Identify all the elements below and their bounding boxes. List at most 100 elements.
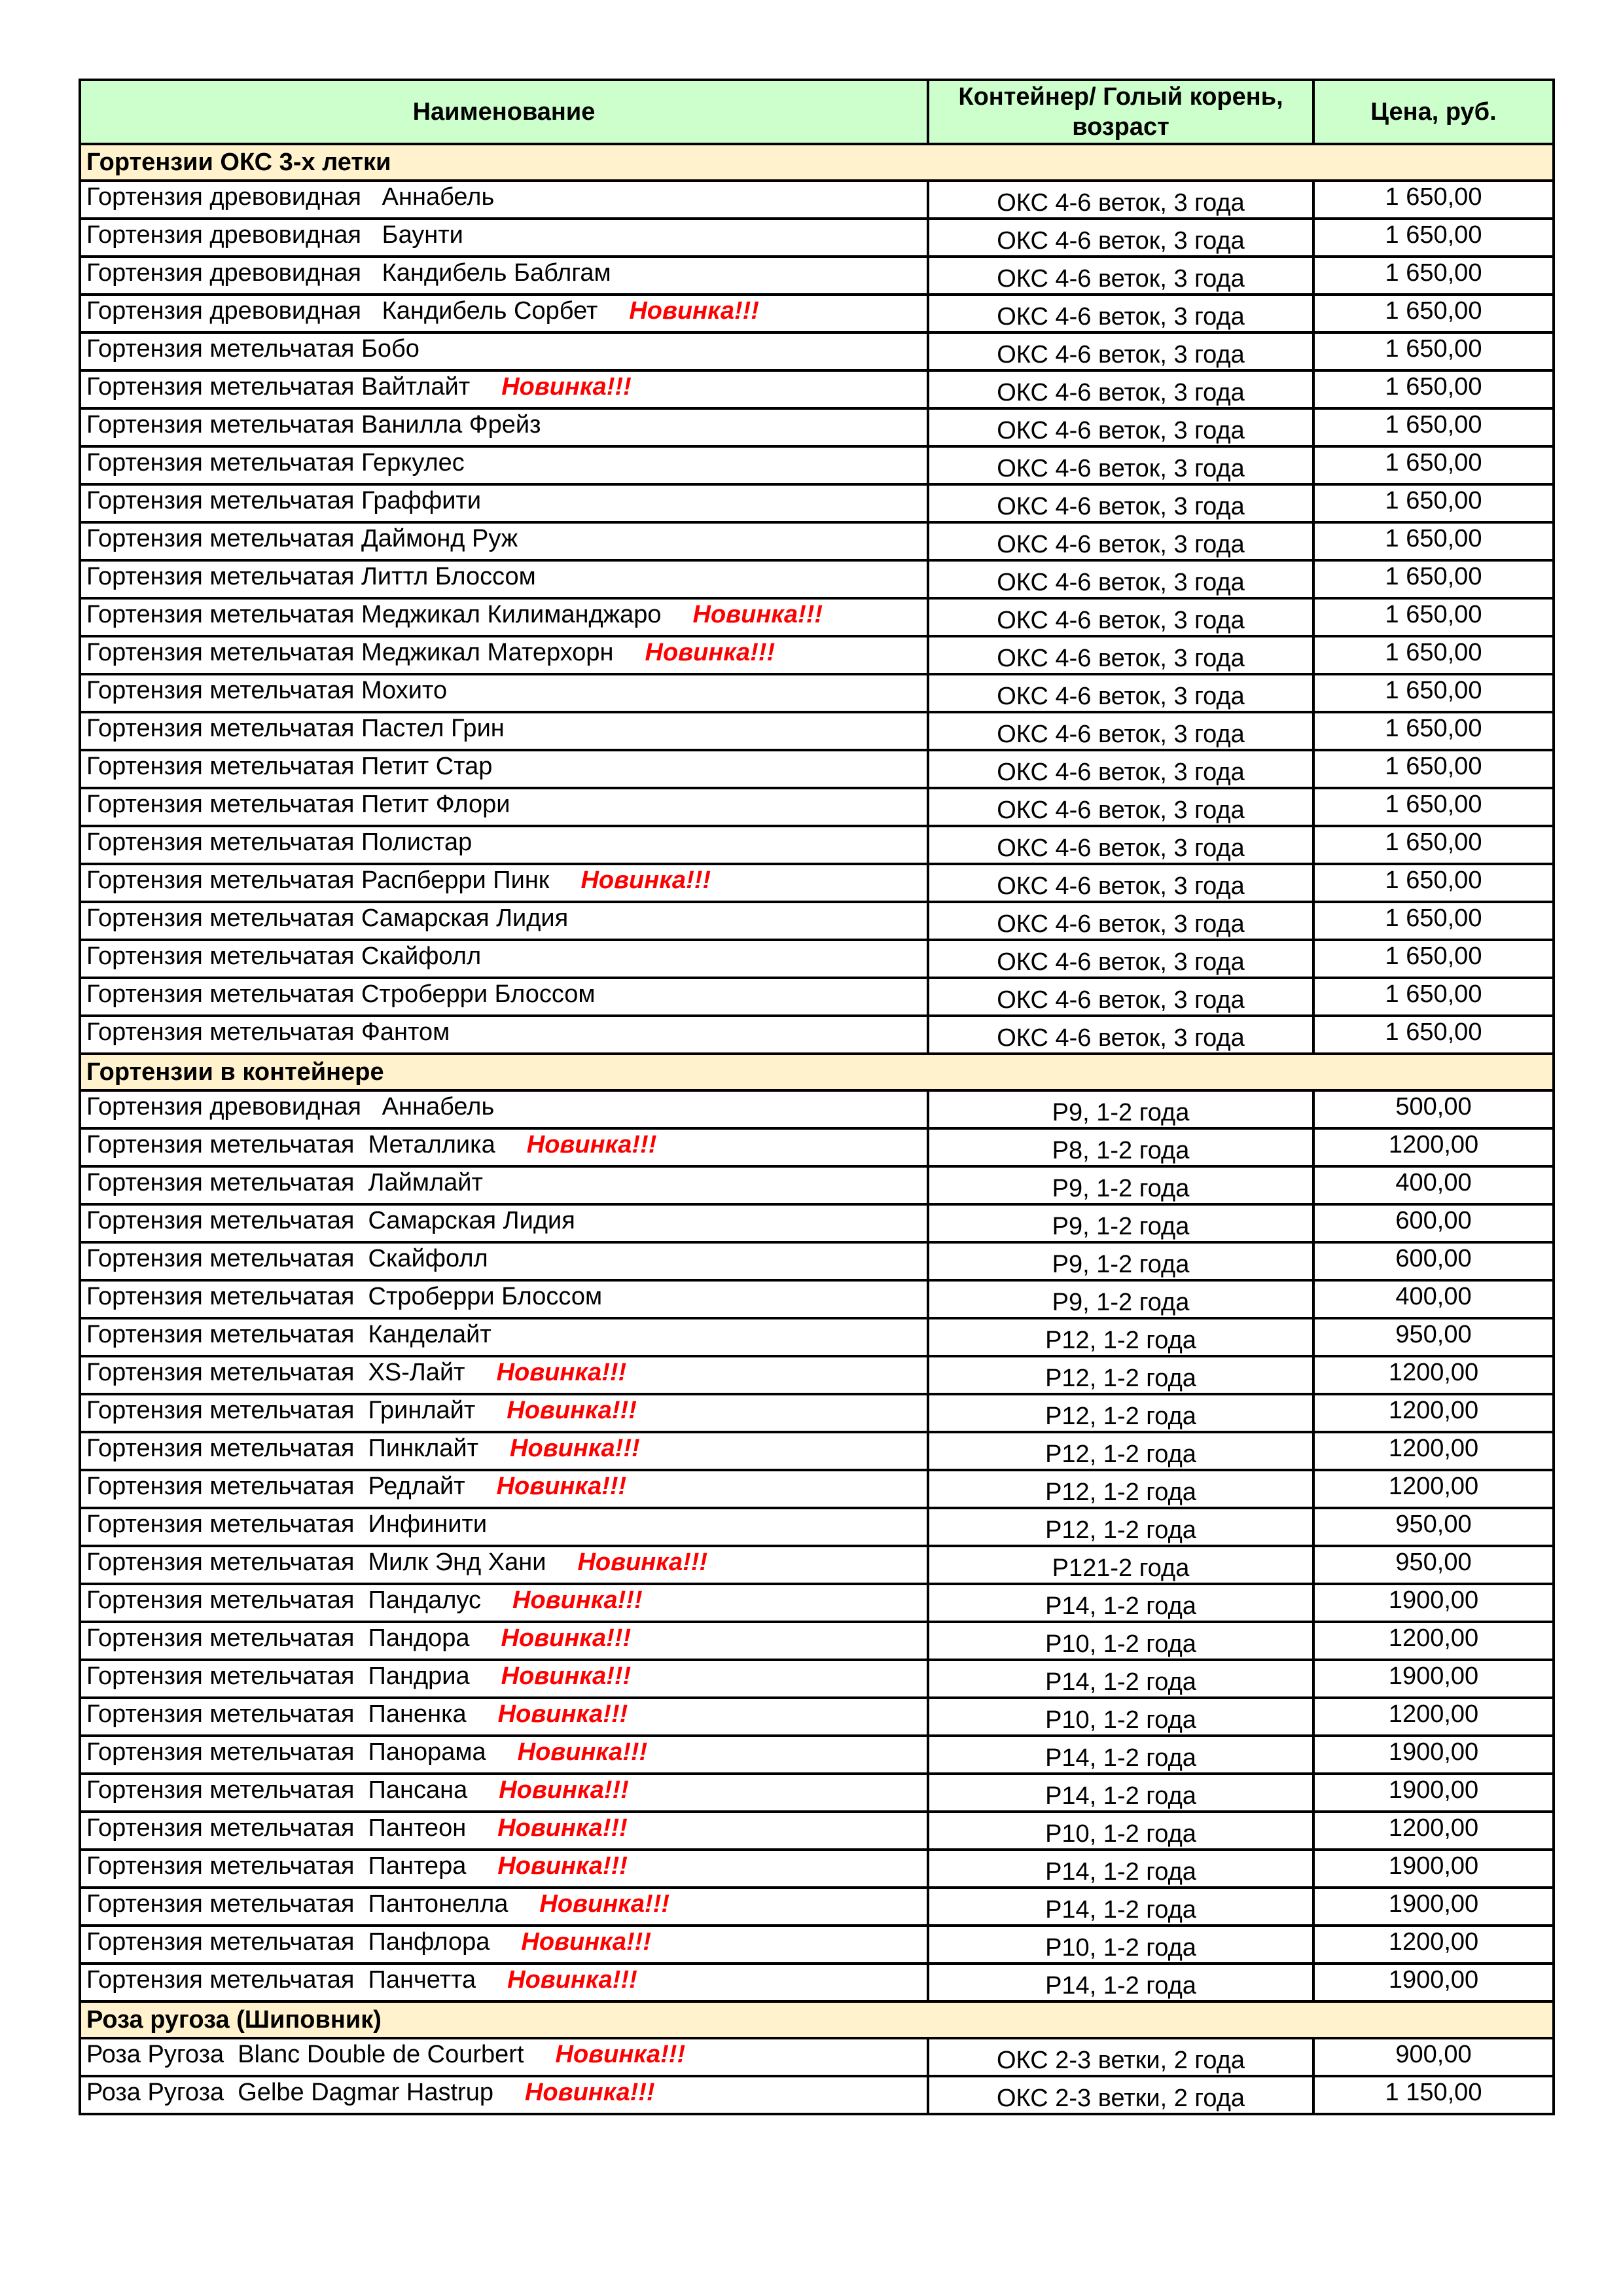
price-cell: 1200,00 (1312, 1924, 1555, 1965)
price-cell: 1 650,00 (1312, 445, 1555, 486)
container-cell: ОКС 4-6 веток, 3 года (927, 407, 1315, 448)
price-cell: 1 650,00 (1312, 521, 1555, 562)
price-cell: 1 650,00 (1312, 255, 1555, 296)
price-cell: 400,00 (1312, 1165, 1555, 1206)
product-name-cell: Гортензия метельчатая Бобо (79, 331, 929, 372)
product-name-cell: Гортензия метельчатая Граффити (79, 483, 929, 524)
price-cell: 1 650,00 (1312, 217, 1555, 258)
container-cell: P14, 1-2 года (927, 1659, 1315, 1699)
table-row: Гортензия метельчатая Лаймлайт P9, 1-2 го… (79, 1165, 1555, 1206)
new-badge: Новинка!!! (692, 601, 823, 628)
table-row: Гортензия метельчатая XS-Лайт Новинка!!! P… (79, 1355, 1555, 1395)
price-cell: 1 650,00 (1312, 787, 1555, 827)
product-name: Гортензия метельчатая Пинклайт (86, 1435, 479, 1462)
product-name: Гортензия метельчатая Граффити (86, 487, 482, 514)
price-cell: 1 650,00 (1312, 825, 1555, 865)
product-name-cell: Гортензия метельчатая Мохито (79, 673, 929, 713)
container-cell: P9, 1-2 года (927, 1165, 1315, 1206)
section-row: Гортензии в контейнере (79, 1052, 1555, 1092)
new-badge: Новинка!!! (497, 1852, 628, 1880)
container-cell: ОКС 4-6 веток, 3 года (927, 483, 1315, 524)
price-cell: 600,00 (1312, 1241, 1555, 1282)
product-name: Гортензия метельчатая Лаймлайт (86, 1169, 483, 1196)
product-name-cell: Гортензия метельчатая Скайфолл (79, 939, 929, 979)
container-cell: ОКС 4-6 веток, 3 года (927, 217, 1315, 258)
new-badge: Новинка!!! (580, 867, 711, 894)
product-name-cell: Гортензия метельчатая Фантом (79, 1014, 929, 1055)
table-row: Гортензия метельчатая Канделайт P12, 1-2 … (79, 1317, 1555, 1357)
table-row: Гортензия метельчатая Пинклайт Новинка!!!… (79, 1431, 1555, 1471)
table-row: Гортензия метельчатая Строберри Блоссом P… (79, 1279, 1555, 1319)
product-name-cell: Гортензия метельчатая XS-Лайт Новинка!!! (79, 1355, 929, 1395)
product-name-cell: Гортензия метельчатая Строберри Блоссом (79, 1279, 929, 1319)
table-row: Гортензия метельчатая Пантонелла Новинка!… (79, 1886, 1555, 1927)
price-cell: 500,00 (1312, 1089, 1555, 1130)
container-cell: ОКС 4-6 веток, 3 года (927, 635, 1315, 675)
product-name-cell: Гортензия метельчатая Панфлора Новинка!!! (79, 1924, 929, 1965)
new-badge: Новинка!!! (629, 297, 759, 325)
section-row: Гортензии ОКС 3-х летки (79, 143, 1555, 182)
table-row: Гортензия метельчатая Меджикал Килимандж… (79, 597, 1555, 637)
container-cell: P14, 1-2 года (927, 1848, 1315, 1889)
product-name-cell: Роза Ругоза Blanc Double de Courbert Нови… (79, 2037, 929, 2077)
product-name-cell: Гортензия метельчатая Панчетта Новинка!!! (79, 1962, 929, 2003)
table-row: Гортензия метельчатая Петит Стар ОКС 4-6 … (79, 749, 1555, 789)
product-name: Гортензия метельчатая Панфлора (86, 1928, 490, 1956)
header-price: Цена, руб. (1312, 79, 1555, 145)
container-cell: P12, 1-2 года (927, 1317, 1315, 1357)
price-table: Наименование Контейнер/ Голый корень, во… (79, 79, 1555, 2115)
section-row: Роза ругоза (Шиповник) (79, 2000, 1555, 2039)
section-title: Гортензии в контейнере (79, 1052, 1555, 1092)
new-badge: Новинка!!! (521, 1928, 651, 1956)
table-row: Роза Ругоза Gelbe Dagmar Hastrup Новинка!… (79, 2075, 1555, 2115)
product-name-cell: Гортензия метельчатая Скайфолл (79, 1241, 929, 1282)
product-name: Гортензия метельчатая Распберри Пинк (86, 867, 550, 894)
price-cell: 1 650,00 (1312, 597, 1555, 637)
price-cell: 1 650,00 (1312, 369, 1555, 410)
table-row: Гортензия метельчатая Скайфолл ОКС 4-6 ве… (79, 939, 1555, 979)
product-name: Гортензия метельчатая Редлайт (86, 1473, 465, 1500)
product-name-cell: Гортензия метельчатая Строберри Блоссом (79, 977, 929, 1017)
price-cell: 950,00 (1312, 1317, 1555, 1357)
container-cell: P9, 1-2 года (927, 1089, 1315, 1130)
table-row: Гортензия метельчатая Пандриа Новинка!!! P… (79, 1659, 1555, 1699)
product-name: Гортензия метельчатая Даймонд Руж (86, 525, 518, 552)
product-name-cell: Гортензия метельчатая Меджикал Матерхорн… (79, 635, 929, 675)
container-cell: P14, 1-2 года (927, 1886, 1315, 1927)
container-cell: ОКС 4-6 веток, 3 года (927, 673, 1315, 713)
price-cell: 1200,00 (1312, 1696, 1555, 1737)
product-name: Гортензия метельчатая Литтл Блоссом (86, 563, 536, 590)
price-cell: 1 650,00 (1312, 407, 1555, 448)
price-cell: 1200,00 (1312, 1469, 1555, 1509)
container-cell: ОКС 4-6 веток, 3 года (927, 597, 1315, 637)
container-cell: P12, 1-2 года (927, 1469, 1315, 1509)
product-name-cell: Гортензия метельчатая Пантера Новинка!!! (79, 1848, 929, 1889)
table-row: Гортензия метельчатая Пансана Новинка!!! P… (79, 1772, 1555, 1813)
product-name: Гортензия метельчатая Геркулес (86, 449, 465, 476)
new-badge: Новинка!!! (539, 1890, 669, 1918)
price-cell: 1200,00 (1312, 1127, 1555, 1168)
product-name: Гортензия метельчатая Пандриа (86, 1662, 470, 1690)
table-row: Гортензия метельчатая Фантом ОКС 4-6 вето… (79, 1014, 1555, 1055)
container-cell: P12, 1-2 года (927, 1507, 1315, 1547)
header-name: Наименование (79, 79, 929, 145)
table-row: Гортензия метельчатая Меджикал Матерхорн… (79, 635, 1555, 675)
new-badge: Новинка!!! (510, 1435, 640, 1462)
container-cell: ОКС 4-6 веток, 3 года (927, 977, 1315, 1017)
product-name-cell: Гортензия метельчатая Лаймлайт (79, 1165, 929, 1206)
product-name-cell: Гортензия метельчатая Пандора Новинка!!! (79, 1621, 929, 1661)
container-cell: P9, 1-2 года (927, 1241, 1315, 1282)
product-name: Гортензия метельчатая Милк Энд Хани (86, 1549, 546, 1576)
table-row: Гортензия метельчатая Даймонд Руж ОКС 4-6… (79, 521, 1555, 562)
product-name: Гортензия древовидная Аннабель (86, 183, 495, 211)
price-cell: 1200,00 (1312, 1810, 1555, 1851)
container-cell: P9, 1-2 года (927, 1279, 1315, 1319)
table-row: Гортензия древовидная Баунти ОКС 4-6 вето… (79, 217, 1555, 258)
product-name: Роза Ругоза Blanc Double de Courbert (86, 2041, 524, 2068)
product-name-cell: Гортензия метельчатая Петит Флори (79, 787, 929, 827)
price-cell: 1900,00 (1312, 1772, 1555, 1813)
product-name-cell: Гортензия метельчатая Пансана Новинка!!! (79, 1772, 929, 1813)
new-badge: Новинка!!! (577, 1549, 708, 1576)
container-cell: P10, 1-2 года (927, 1924, 1315, 1965)
new-badge: Новинка!!! (501, 373, 632, 401)
